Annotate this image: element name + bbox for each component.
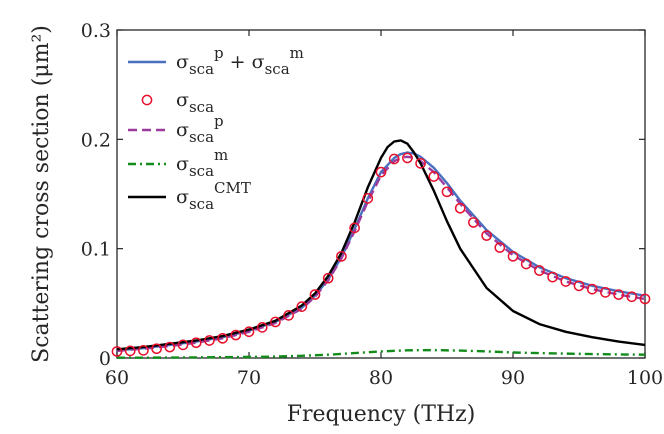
data-point bbox=[600, 287, 611, 298]
data-point bbox=[243, 326, 255, 338]
data-point bbox=[560, 276, 572, 287]
data-point bbox=[124, 345, 136, 357]
legend-entry-2: σscap bbox=[128, 112, 224, 146]
data-point bbox=[111, 346, 123, 357]
data-point bbox=[296, 301, 308, 312]
y-tick-label: 0 bbox=[99, 348, 111, 370]
data-point bbox=[547, 271, 558, 283]
data-point bbox=[309, 289, 321, 300]
data-point bbox=[415, 158, 426, 169]
data-point bbox=[481, 230, 492, 241]
data-point bbox=[230, 329, 242, 341]
y-tick-label: 0.3 bbox=[81, 20, 111, 42]
data-point bbox=[256, 322, 268, 333]
legend-entry-0: σscap + σscam bbox=[128, 44, 304, 78]
data-point bbox=[362, 193, 374, 204]
legend-label: σscam bbox=[176, 146, 228, 180]
data-point bbox=[428, 171, 440, 182]
data-point bbox=[164, 341, 176, 353]
x-tick-label: 70 bbox=[237, 367, 261, 389]
legend-label: σscaCMT bbox=[176, 179, 251, 213]
y-axis-label-group: Scattering cross section (μm²) bbox=[29, 25, 54, 363]
data-point bbox=[639, 293, 651, 305]
data-point bbox=[494, 242, 506, 253]
legend-entry-3: σscam bbox=[128, 146, 228, 180]
y-tick-label: 0.2 bbox=[81, 129, 111, 151]
data-point bbox=[402, 152, 413, 164]
data-point bbox=[322, 272, 334, 284]
legend-label: σscap + σscam bbox=[176, 44, 304, 78]
x-tick-label: 100 bbox=[627, 367, 663, 389]
data-point bbox=[507, 250, 519, 262]
legend-entry-1: σsca bbox=[141, 89, 214, 116]
y-tick-label: 0.1 bbox=[81, 239, 111, 261]
data-point bbox=[388, 153, 400, 165]
data-point bbox=[441, 186, 453, 198]
legend-label: σsca bbox=[176, 89, 214, 116]
legend-label: σscap bbox=[176, 112, 224, 146]
data-point bbox=[270, 316, 281, 328]
legend-marker bbox=[141, 94, 153, 106]
data-point bbox=[468, 217, 479, 228]
data-point bbox=[375, 166, 387, 178]
series-1-markers bbox=[111, 152, 651, 357]
x-tick-label: 60 bbox=[105, 367, 129, 389]
legend-entry-4: σscaCMT bbox=[128, 179, 251, 213]
series-layer bbox=[111, 139, 651, 359]
data-point bbox=[626, 291, 638, 303]
axes-frame bbox=[116, 29, 646, 359]
data-point bbox=[573, 280, 585, 292]
series-0-line bbox=[116, 151, 646, 352]
data-point bbox=[190, 337, 202, 349]
data-point bbox=[336, 250, 347, 262]
data-point bbox=[138, 344, 149, 356]
y-axis-label: Scattering cross section (μm²) bbox=[29, 25, 54, 363]
plot-area: 60 70 80 90 100 0 0.1 0.2 0.3 bbox=[81, 20, 663, 389]
data-point bbox=[204, 335, 215, 346]
x-ticks: 60 70 80 90 100 bbox=[105, 30, 663, 389]
data-point bbox=[217, 332, 228, 344]
series-3-line bbox=[116, 348, 646, 359]
data-point bbox=[454, 202, 466, 214]
y-ticks: 0 0.1 0.2 0.3 bbox=[81, 20, 645, 370]
data-point bbox=[177, 339, 189, 351]
data-point bbox=[283, 310, 294, 321]
x-tick-label: 90 bbox=[501, 367, 525, 389]
data-point bbox=[520, 258, 532, 270]
x-tick-label: 80 bbox=[369, 367, 393, 389]
x-axis-label: Frequency (THz) bbox=[287, 402, 476, 427]
data-point bbox=[586, 283, 598, 295]
data-point bbox=[534, 265, 545, 276]
data-point bbox=[349, 222, 360, 234]
data-point bbox=[613, 289, 624, 300]
data-point bbox=[151, 343, 162, 355]
series-2-line bbox=[116, 155, 646, 353]
